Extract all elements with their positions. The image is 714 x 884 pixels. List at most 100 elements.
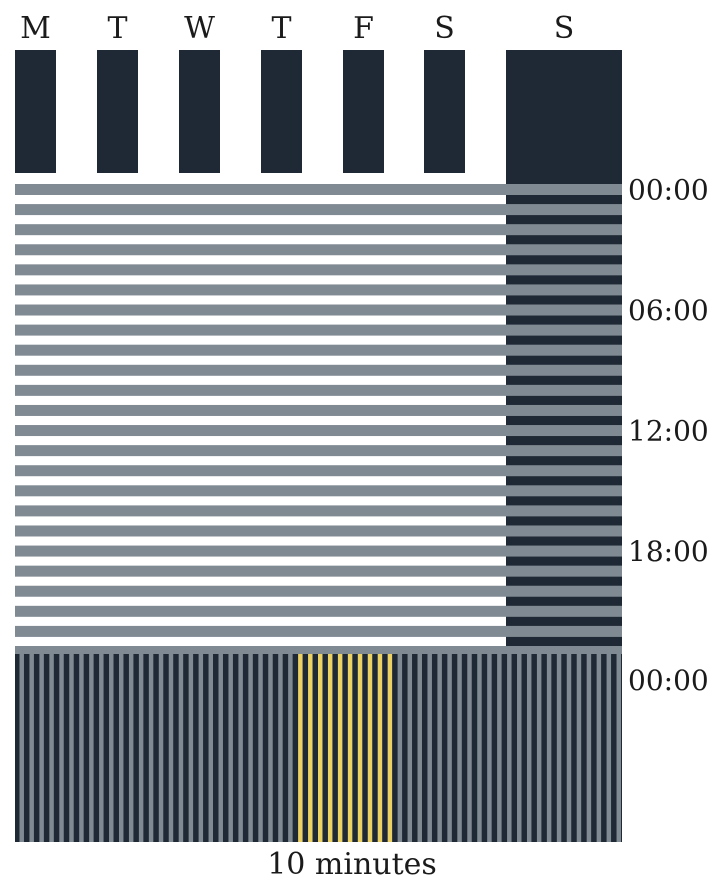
hour-row-2 xyxy=(15,224,622,236)
day-label-0: M xyxy=(20,11,51,46)
day-label-6: S xyxy=(554,11,575,46)
minute-stripe xyxy=(59,654,64,842)
minute-stripe xyxy=(586,654,592,842)
hour-row-22 xyxy=(15,625,622,637)
minute-stripe xyxy=(467,654,472,842)
hour-row-0 xyxy=(15,184,622,195)
minute-stripe xyxy=(477,654,482,842)
bottom-label: 10 minutes xyxy=(267,847,437,882)
day-label-2: W xyxy=(184,11,215,46)
minute-stripe xyxy=(427,654,432,842)
time-label-0: 00:00 xyxy=(628,174,709,207)
hour-row-10 xyxy=(15,384,622,396)
day-block-0 xyxy=(15,50,56,173)
hour-row-21 xyxy=(15,605,622,617)
minute-stripe xyxy=(188,654,194,842)
hour-row-14 xyxy=(15,465,622,477)
day-block-3 xyxy=(261,50,302,173)
hour-row-11 xyxy=(15,404,622,416)
minute-stripe xyxy=(616,654,622,842)
minute-stripe xyxy=(208,654,214,842)
time-labels: 00:00 06:00 12:00 18:00 00:00 xyxy=(628,174,709,698)
hour-row-5 xyxy=(15,284,622,296)
minute-stripe xyxy=(556,654,562,842)
minute-stripe xyxy=(69,654,74,842)
time-label-3: 18:00 xyxy=(628,535,709,568)
minute-stripe-highlight xyxy=(367,654,373,842)
minute-panel xyxy=(15,654,622,842)
minute-stripe-highlight xyxy=(387,654,393,842)
hour-row-7 xyxy=(15,324,622,336)
minute-stripe-highlight xyxy=(347,654,353,842)
minute-stripe xyxy=(596,654,602,842)
hour-row-20 xyxy=(15,585,622,597)
minute-stripe xyxy=(497,654,502,842)
day-block-2 xyxy=(179,50,220,173)
time-label-1: 06:00 xyxy=(628,294,709,327)
minute-stripe xyxy=(268,654,273,842)
minute-stripe-highlight xyxy=(327,654,333,842)
minute-stripe xyxy=(288,654,293,842)
minute-stripe xyxy=(168,654,174,842)
minute-stripe xyxy=(606,654,612,842)
hour-row-3 xyxy=(15,244,622,256)
minute-stripe-highlight xyxy=(308,654,313,842)
minute-stripe xyxy=(517,654,522,842)
minute-stripe xyxy=(228,654,233,842)
minute-stripe xyxy=(118,654,124,842)
minute-stripe xyxy=(49,654,54,842)
minute-stripe xyxy=(536,654,542,842)
minute-stripe xyxy=(99,654,104,842)
minute-stripe xyxy=(447,654,452,842)
minute-stripe xyxy=(19,654,24,842)
minute-stripe-highlight xyxy=(337,654,343,842)
minute-stripe xyxy=(437,654,442,842)
hour-row-18 xyxy=(15,545,622,557)
minute-stripe-highlight xyxy=(318,654,323,842)
minute-stripe xyxy=(278,654,283,842)
minute-stripe xyxy=(487,654,492,842)
hour-row-8 xyxy=(15,344,622,356)
minute-stripe xyxy=(89,654,94,842)
minute-stripe xyxy=(457,654,462,842)
day-label-1: T xyxy=(107,11,127,46)
minute-stripe xyxy=(158,654,164,842)
day-label-3: T xyxy=(271,11,291,46)
time-label-4: 00:00 xyxy=(628,664,709,697)
minute-stripe-highlight xyxy=(377,654,383,842)
hour-row-4 xyxy=(15,264,622,276)
minute-stripe xyxy=(407,654,413,842)
minute-stripe xyxy=(178,654,184,842)
day-label-5: S xyxy=(434,11,455,46)
minute-stripe xyxy=(526,654,532,842)
time-label-2: 12:00 xyxy=(628,415,709,448)
hour-row-15 xyxy=(15,485,622,497)
hour-row-12 xyxy=(15,425,622,437)
hour-row-16 xyxy=(15,505,622,517)
hour-row-9 xyxy=(15,364,622,376)
minute-stripe xyxy=(397,654,403,842)
hour-row-13 xyxy=(15,445,622,457)
hour-row-17 xyxy=(15,525,622,537)
minute-stripe xyxy=(248,654,253,842)
minute-stripe xyxy=(148,654,154,842)
minute-stripe xyxy=(128,654,134,842)
day-blocks xyxy=(15,50,465,173)
hour-row-6 xyxy=(15,304,622,316)
hour-row-19 xyxy=(15,565,622,577)
minute-stripe xyxy=(238,654,243,842)
minute-stripe xyxy=(79,654,84,842)
minute-stripe-highlight xyxy=(357,654,363,842)
minute-stripe xyxy=(109,654,114,842)
minute-stripe xyxy=(29,654,34,842)
hour-row-1 xyxy=(15,204,622,216)
minute-stripe xyxy=(566,654,572,842)
day-block-4 xyxy=(343,50,384,173)
minute-stripe-highlight xyxy=(298,654,303,842)
minute-stripe xyxy=(39,654,44,842)
minute-stripe xyxy=(546,654,552,842)
minute-stripe xyxy=(507,654,512,842)
day-block-5 xyxy=(424,50,465,173)
